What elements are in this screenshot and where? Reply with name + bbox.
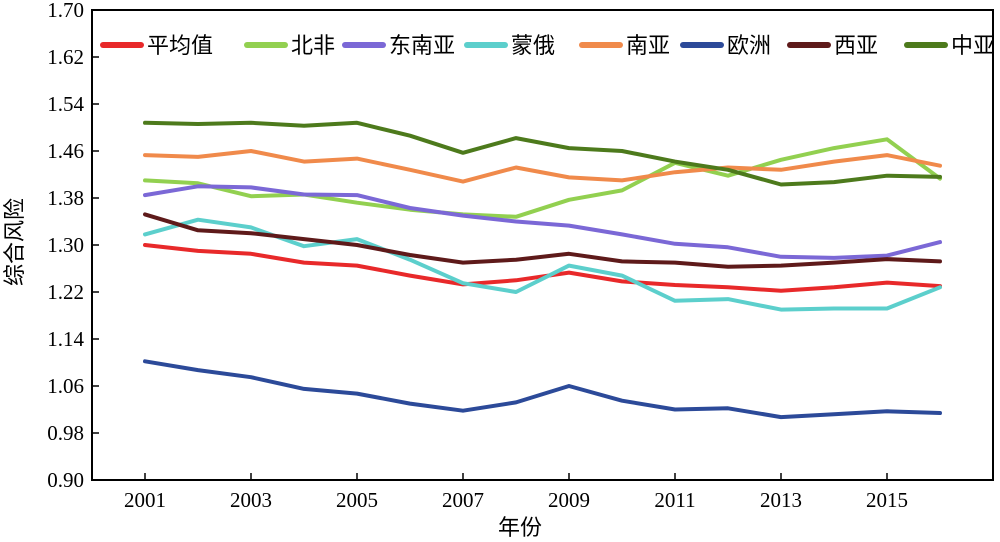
legend-label: 东南亚 xyxy=(389,34,455,59)
legend-label: 西亚 xyxy=(834,34,878,59)
series-line-1 xyxy=(143,137,942,219)
x-axis-ticks: 2001 2003 2005 2007 2009 2011 2013 2015 xyxy=(124,473,908,512)
x-tick-label: 2013 xyxy=(760,488,802,512)
y-tick-label: 0.98 xyxy=(47,421,84,445)
legend-label: 平均值 xyxy=(147,34,213,59)
plot-frame xyxy=(91,9,994,481)
y-axis-ticks: 0.90 0.98 1.06 1.14 1.22 1.30 1.38 1.46 1.54 1.62… xyxy=(47,0,99,492)
series-lines xyxy=(143,120,942,420)
legend: 平均值 北非 东南亚 蒙俄 南亚 欧洲 西亚 中亚 xyxy=(100,34,995,59)
legend-label: 南亚 xyxy=(626,34,670,59)
x-tick-label: 2015 xyxy=(866,488,908,512)
x-tick-label: 2001 xyxy=(124,488,166,512)
y-axis-title: 综合风险 xyxy=(3,198,28,286)
legend-label: 中亚 xyxy=(951,34,995,59)
y-tick-label: 1.62 xyxy=(47,45,84,69)
y-tick-label: 1.46 xyxy=(47,139,84,163)
x-tick-label: 2003 xyxy=(230,488,272,512)
y-tick-label: 1.30 xyxy=(47,233,84,257)
y-tick-label: 1.70 xyxy=(47,0,84,22)
y-tick-label: 1.38 xyxy=(47,186,84,210)
y-tick-label: 1.06 xyxy=(47,374,84,398)
legend-label: 欧洲 xyxy=(727,34,771,59)
legend-label: 北非 xyxy=(291,34,335,59)
y-tick-label: 1.14 xyxy=(47,327,84,351)
series-line-5 xyxy=(143,359,942,420)
y-tick-label: 1.22 xyxy=(47,280,84,304)
series-line-7 xyxy=(143,120,942,187)
y-tick-label: 0.90 xyxy=(47,468,84,492)
x-tick-label: 2005 xyxy=(336,488,378,512)
series-line-4 xyxy=(143,149,942,184)
series-line-0 xyxy=(143,243,942,293)
x-tick-label: 2007 xyxy=(442,488,484,512)
x-tick-label: 2009 xyxy=(548,488,590,512)
y-tick-label: 1.54 xyxy=(47,92,84,116)
series-line-2 xyxy=(143,184,942,260)
series-line-6 xyxy=(143,212,942,269)
x-tick-label: 2011 xyxy=(654,488,695,512)
x-axis-title: 年份 xyxy=(498,516,542,541)
legend-label: 蒙俄 xyxy=(511,34,555,59)
